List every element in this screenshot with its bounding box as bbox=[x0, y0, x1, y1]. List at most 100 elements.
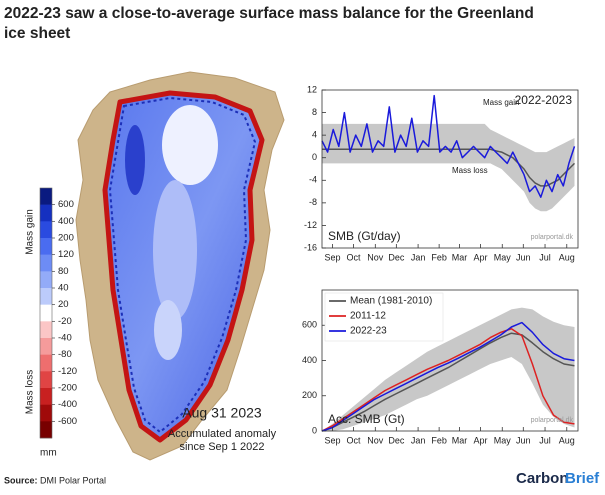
colorbar-segment bbox=[40, 304, 52, 322]
series-line bbox=[321, 332, 575, 432]
y-tick-label: 0 bbox=[312, 425, 317, 435]
colorbar-segment bbox=[40, 221, 52, 239]
colorbar-label: 80 bbox=[58, 266, 69, 277]
x-tick-label: May bbox=[494, 435, 512, 445]
y-tick-label: 12 bbox=[307, 84, 317, 94]
y-tick-label: -8 bbox=[309, 197, 317, 207]
series-line bbox=[321, 321, 575, 432]
x-tick-label: Dec bbox=[388, 252, 405, 262]
ice-patch bbox=[153, 180, 197, 320]
map-caption: Accumulated anomaly bbox=[168, 428, 277, 440]
x-tick-label: Jun bbox=[516, 435, 531, 445]
ice-rim bbox=[108, 96, 257, 434]
x-tick-label: Feb bbox=[431, 435, 447, 445]
plot-frame bbox=[321, 89, 579, 249]
logo: Brief bbox=[565, 470, 600, 487]
legend-gain-label: Mass gain bbox=[25, 209, 36, 255]
colorbar-segment bbox=[40, 238, 52, 255]
colorbar-frame bbox=[39, 187, 53, 439]
x-tick-label: Jan bbox=[411, 435, 426, 445]
colorbar-label: 200 bbox=[58, 233, 74, 244]
colorbar-label: -20 bbox=[58, 316, 72, 327]
y-tick-label: 400 bbox=[302, 355, 317, 365]
colorbar-label: 40 bbox=[58, 283, 69, 294]
legend-loss-label: Mass loss bbox=[25, 370, 36, 414]
map bbox=[75, 71, 285, 461]
colorbar-label: -80 bbox=[58, 349, 72, 360]
y-tick-label: -12 bbox=[304, 220, 317, 230]
x-tick-label: Dec bbox=[388, 435, 405, 445]
colorbar-segment bbox=[40, 321, 52, 339]
map-caption: since Sep 1 2022 bbox=[179, 441, 264, 453]
legend-label: 2011-12 bbox=[350, 311, 386, 322]
source: DMI Polar Portal bbox=[40, 475, 106, 485]
x-tick-label: Apr bbox=[474, 435, 488, 445]
legend-unit: mm bbox=[40, 448, 57, 459]
colorbar-segment bbox=[40, 338, 52, 355]
colorbar-label: -400 bbox=[58, 399, 77, 410]
x-tick-label: Oct bbox=[347, 252, 362, 262]
y-tick-label: 4 bbox=[312, 130, 317, 140]
x-tick-label: Mar bbox=[452, 435, 468, 445]
colorbar-segment bbox=[40, 404, 52, 422]
ice-patch bbox=[162, 105, 218, 185]
x-tick-label: May bbox=[494, 252, 512, 262]
x-tick-label: Feb bbox=[431, 252, 447, 262]
colorbar-segment bbox=[40, 271, 52, 289]
y-tick-label: 200 bbox=[302, 390, 317, 400]
y-axis-label: Acc. SMB (Gt) bbox=[328, 412, 405, 426]
colorbar-label: 400 bbox=[58, 216, 74, 227]
x-tick-label: Jul bbox=[539, 252, 551, 262]
colorbar-segment bbox=[40, 371, 52, 389]
colorbar-segment bbox=[40, 421, 52, 439]
x-tick-label: Apr bbox=[474, 252, 488, 262]
annotation: Mass loss bbox=[452, 166, 488, 175]
y-tick-label: -16 bbox=[304, 242, 317, 252]
x-tick-label: Oct bbox=[347, 435, 362, 445]
x-tick-label: Sep bbox=[325, 435, 341, 445]
annotation: Mass gain bbox=[483, 98, 519, 107]
x-tick-label: Aug bbox=[559, 435, 575, 445]
x-tick-label: Nov bbox=[367, 435, 384, 445]
legend-label: Mean (1981-2010) bbox=[350, 296, 432, 307]
range-band bbox=[322, 123, 575, 212]
ice-patch bbox=[125, 125, 145, 195]
y-tick-label: -4 bbox=[309, 175, 317, 185]
y-axis-label: SMB (Gt/day) bbox=[328, 229, 401, 243]
colorbar-segment bbox=[40, 254, 52, 272]
legend-label: 2022-23 bbox=[350, 326, 387, 337]
watermark: polarportal.dk bbox=[531, 234, 574, 241]
source-label: Source: bbox=[4, 475, 38, 485]
colorbar-label: 20 bbox=[58, 299, 69, 310]
colorbar-label: -40 bbox=[58, 333, 72, 344]
ice-patch bbox=[154, 300, 182, 360]
colorbar-label: -600 bbox=[58, 416, 77, 427]
colorbar-label: -120 bbox=[58, 366, 77, 377]
x-tick-label: Aug bbox=[559, 252, 575, 262]
logo: Carbon bbox=[516, 470, 569, 487]
map-date: Aug 31 2023 bbox=[182, 405, 262, 421]
colorbar-label: -200 bbox=[58, 383, 77, 394]
x-tick-label: Nov bbox=[367, 252, 384, 262]
colorbar-label: 600 bbox=[58, 199, 74, 210]
x-tick-label: Sep bbox=[325, 252, 341, 262]
series-label: 2022-2023 bbox=[515, 93, 573, 107]
series-line bbox=[321, 328, 575, 432]
y-tick-label: 8 bbox=[312, 107, 317, 117]
colorbar-segment bbox=[40, 388, 52, 405]
colorbar-segment bbox=[40, 288, 52, 305]
y-tick-label: 600 bbox=[302, 320, 317, 330]
colorbar-label: 120 bbox=[58, 249, 74, 260]
title: ice sheet bbox=[4, 25, 70, 42]
x-tick-label: Jan bbox=[411, 252, 426, 262]
title: 2022-23 saw a close-to-average surface m… bbox=[4, 5, 534, 22]
series-line bbox=[321, 94, 576, 198]
y-tick-label: 0 bbox=[312, 152, 317, 162]
colorbar-segment bbox=[40, 188, 52, 205]
chart: -16 -12 -8 -4 0 4 8 12 Sep Oct Nov Dec Jan Feb Mar Apr M… bbox=[304, 84, 579, 262]
x-tick-label: Jun bbox=[516, 252, 531, 262]
x-tick-label: Mar bbox=[452, 252, 468, 262]
watermark: polarportal.dk bbox=[531, 417, 574, 424]
x-tick-label: Jul bbox=[539, 435, 551, 445]
